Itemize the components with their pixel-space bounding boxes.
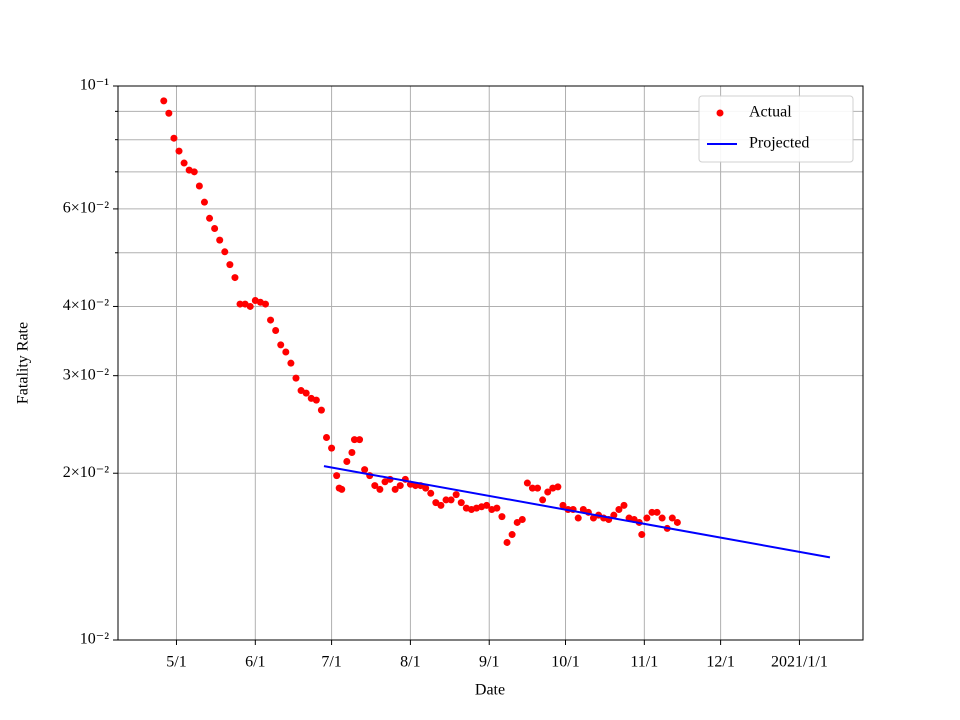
data-point [615,506,623,514]
legend: Actual Projected [698,95,854,163]
data-point [452,491,460,499]
data-point [620,501,628,509]
data-point [396,482,404,490]
data-point [534,484,542,492]
data-point [200,198,208,206]
data-point [338,485,346,493]
data-point [175,147,183,155]
x-tick-label: 7/1 [321,654,341,671]
data-point [216,236,224,244]
data-point [544,488,552,496]
y-tick-label: 4×10⁻² [63,297,109,314]
data-point [638,531,646,539]
x-tick-label: 8/1 [400,654,420,671]
data-point [328,444,336,452]
x-axis-label: Date [475,682,505,699]
data-point [292,374,300,382]
data-point [391,485,399,493]
data-point [236,300,244,308]
y-tick-label: 10⁻² [80,631,109,648]
y-tick-label: 2×10⁻² [63,464,109,481]
legend-label: Actual [749,104,792,121]
y-tick-label: 6×10⁻² [63,200,109,217]
data-point [361,466,369,474]
data-point [498,513,506,521]
data-point [180,159,188,167]
data-point [574,514,582,522]
x-tick-label: 5/1 [166,654,186,671]
data-point [518,516,526,524]
data-point [287,359,295,367]
data-point [376,485,384,493]
data-point [312,396,320,404]
data-point [643,514,651,522]
y-axis-label: Fatality Rate [15,322,32,404]
legend-label: Projected [749,135,809,152]
data-point [371,482,379,490]
data-point [658,514,666,522]
data-point [437,501,445,509]
data-point [523,479,531,487]
data-point [160,97,168,105]
data-point [554,483,562,491]
data-point [457,499,465,507]
data-point [165,109,173,117]
data-point [442,496,450,504]
data-point [261,300,269,308]
data-point [610,511,618,519]
data-point [343,457,351,465]
data-point [447,496,455,504]
data-point [333,472,341,480]
data-point [211,225,219,233]
data-point [668,514,676,522]
data-point [317,406,325,414]
y-tick-label: 3×10⁻² [63,366,109,383]
data-point [422,484,430,492]
x-tick-label: 2021/1/1 [771,654,828,671]
data-point [579,506,587,514]
legend-marker [716,109,724,117]
data-point [226,261,234,269]
plot-frame [117,85,864,641]
data-point [195,182,203,190]
data-point [302,389,310,397]
x-tick-label: 10/1 [551,654,579,671]
data-point [221,248,229,256]
projection-line [323,465,831,559]
data-point [493,504,501,512]
data-point [272,326,280,334]
x-tick-label: 12/1 [706,654,734,671]
x-tick-label: 11/1 [630,654,658,671]
data-point [427,489,435,497]
data-point [648,508,656,516]
data-point [282,348,290,356]
x-tick-label: 6/1 [245,654,265,671]
data-point [673,518,681,526]
data-point [350,436,358,444]
data-point [483,501,491,509]
data-point [508,531,516,539]
legend-box [698,95,854,163]
data-point [246,302,254,310]
data-point [528,484,536,492]
x-tick-label: 9/1 [479,654,499,671]
data-point [589,514,597,522]
data-point [277,341,285,349]
data-point [653,508,661,516]
data-point [539,496,547,504]
data-point [190,168,198,176]
data-point [170,134,178,142]
data-point [503,538,511,546]
data-point [513,518,521,526]
data-point [356,436,364,444]
data-point [348,448,356,456]
data-point [206,214,214,222]
data-point [231,274,239,282]
data-point [322,434,330,442]
data-point [267,316,275,324]
data-point [559,501,567,509]
y-tick-label: 10⁻¹ [80,77,109,94]
